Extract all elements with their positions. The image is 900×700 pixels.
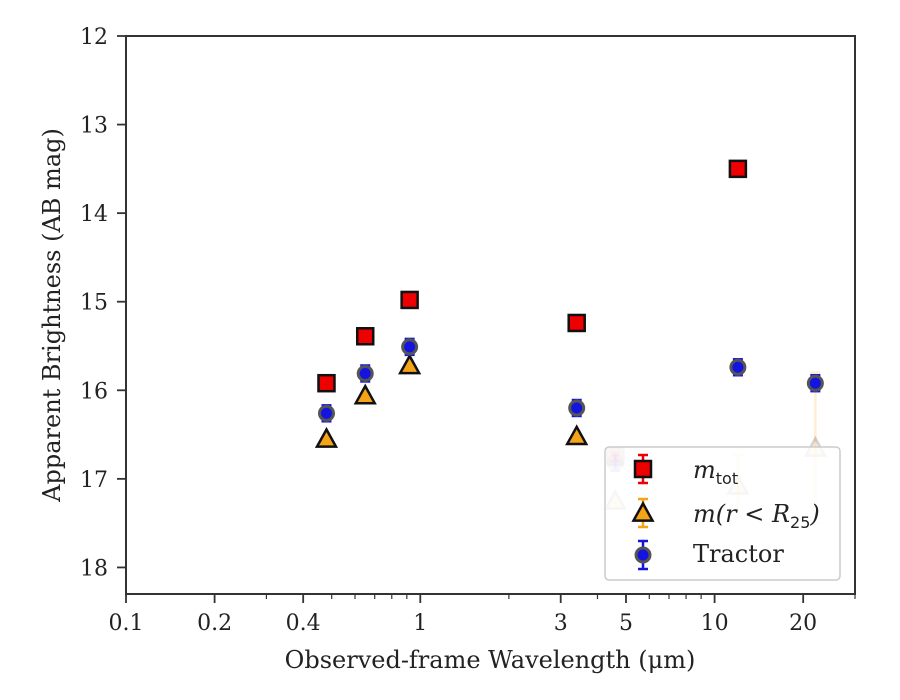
legend-marker-tractor <box>634 546 652 564</box>
x-tick-label-1: 0.2 <box>197 611 232 636</box>
tractor-point-1 <box>356 364 374 382</box>
legend-label-mr25: m(r < R25) <box>693 500 820 532</box>
mtot-point-4 <box>728 159 748 179</box>
tractor-point-4 <box>729 358 747 376</box>
mtot-point-0 <box>317 373 336 393</box>
tractor-point-2 <box>401 338 419 356</box>
y-tick-label-1: 13 <box>80 114 108 139</box>
mr25-point-0 <box>314 426 339 448</box>
y-tick-label-3: 15 <box>80 291 108 316</box>
tractor-point-3 <box>568 399 586 417</box>
x-axis-title: Observed-frame Wavelength (μm) <box>285 646 696 674</box>
mr25-point-2 <box>398 353 422 375</box>
mr25-point-1 <box>353 383 377 405</box>
legend-box <box>604 446 841 581</box>
mr25-point-3 <box>565 424 589 446</box>
x-tick-label-3: 1 <box>413 611 427 636</box>
legend-marker-mr25 <box>631 500 655 522</box>
x-tick-label-2: 0.4 <box>286 611 321 636</box>
y-tick-label-5: 17 <box>80 468 108 493</box>
tractor-point-5 <box>806 374 824 392</box>
legend-label-mtot: mtot <box>693 456 738 488</box>
x-tick-label-0: 0.1 <box>109 611 144 636</box>
mtot-point-2 <box>400 290 419 310</box>
plot-area <box>125 35 856 595</box>
y-axis: 12 13 14 15 16 17 18 <box>80 25 126 581</box>
tractor-point-0 <box>317 404 335 422</box>
legend-label-tractor: Tractor <box>693 540 784 568</box>
mtot-point-3 <box>567 313 586 333</box>
legend-marker-mtot <box>633 459 653 479</box>
plot-frame <box>125 35 856 595</box>
y-tick-label-0: 12 <box>80 25 108 50</box>
y-tick-label-4: 16 <box>80 379 108 404</box>
x-tick-label-6: 10 <box>701 611 729 636</box>
y-tick-label-2: 14 <box>80 202 108 227</box>
y-tick-label-6: 18 <box>80 556 108 581</box>
legend: mtot m(r < R25) Tractor <box>604 446 841 581</box>
x-axis: 0.1 0.2 0.4 1 3 5 10 20 <box>109 594 856 636</box>
x-tick-label-7: 20 <box>789 611 817 636</box>
x-tick-label-5: 5 <box>619 611 633 636</box>
x-tick-label-4: 3 <box>554 611 568 636</box>
y-axis-title: Apparent Brightness (AB mag) <box>38 128 66 503</box>
mtot-point-1 <box>355 327 375 346</box>
